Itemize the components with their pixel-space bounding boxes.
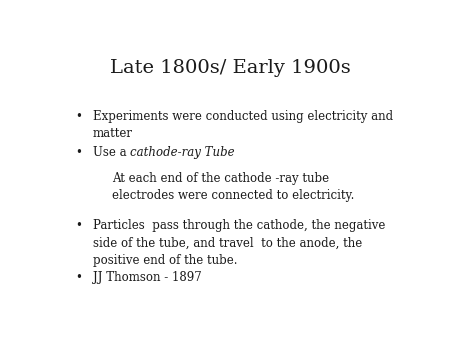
Text: Experiments were conducted using electricity and
matter: Experiments were conducted using electri… bbox=[93, 110, 393, 140]
Text: JJ Thomson - 1897: JJ Thomson - 1897 bbox=[93, 271, 202, 284]
Text: At each end of the cathode -ray tube
electrodes were connected to electricity.: At each end of the cathode -ray tube ele… bbox=[112, 172, 355, 202]
Text: Late 1800s/ Early 1900s: Late 1800s/ Early 1900s bbox=[110, 59, 351, 77]
Text: Particles  pass through the cathode, the negative
side of the tube, and travel  : Particles pass through the cathode, the … bbox=[93, 219, 385, 267]
Text: •: • bbox=[76, 271, 82, 284]
Text: •: • bbox=[76, 110, 82, 123]
Text: Use a: Use a bbox=[93, 146, 130, 159]
Text: •: • bbox=[76, 146, 82, 159]
Text: •: • bbox=[76, 219, 82, 232]
Text: cathode-ray Tube: cathode-ray Tube bbox=[130, 146, 235, 159]
